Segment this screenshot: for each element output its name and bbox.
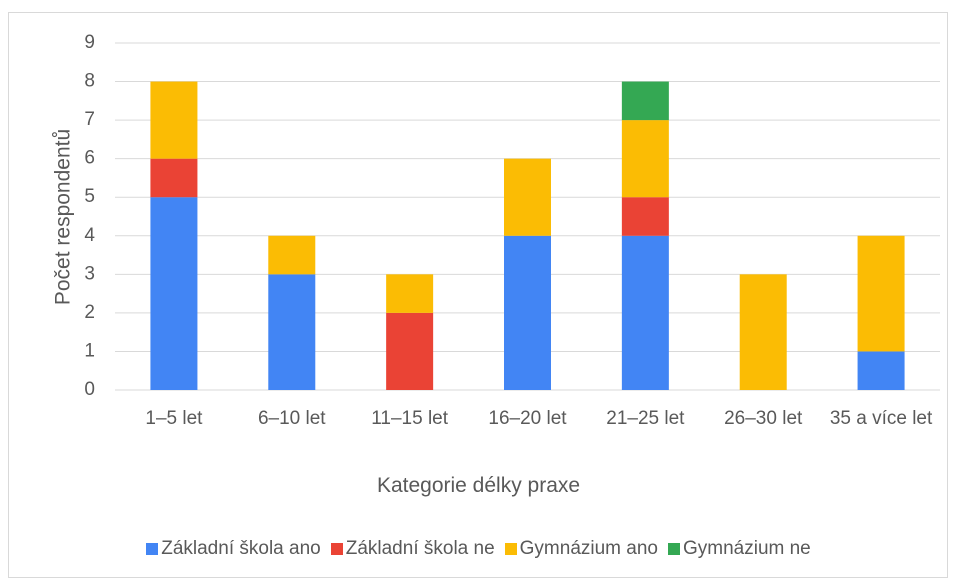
y-tick-label: 6 [84, 148, 95, 169]
bar-segment [504, 235, 551, 390]
bar-segment [621, 120, 669, 198]
bar-segment [386, 312, 434, 390]
y-tick-label: 0 [84, 379, 95, 400]
legend-item: Základní škola ano [146, 538, 321, 560]
legend-swatch [330, 543, 343, 555]
bar-segment [268, 235, 316, 275]
bar-segment [504, 158, 551, 236]
y-tick-label: 1 [84, 340, 95, 361]
legend-item: Gymnázium ne [667, 538, 811, 560]
x-tick-label: 1–5 let [145, 408, 203, 429]
bar-segment [621, 197, 669, 236]
y-axis-title: Počet respondentů [52, 129, 75, 305]
y-tick-label: 9 [84, 32, 95, 53]
legend-swatch [504, 543, 517, 555]
y-tick-label: 8 [84, 71, 95, 92]
bar-segment [268, 274, 316, 390]
bar-segment [150, 81, 198, 159]
x-axis-title: Kategorie délky praxe [376, 474, 581, 497]
legend-item: Základní škola ne [330, 538, 495, 560]
y-tick-label: 7 [84, 109, 95, 130]
legend-item: Gymnázium ano [504, 538, 658, 560]
legend-label: Základní škola ano [161, 538, 321, 559]
legend-label: Gymnázium ne [682, 538, 811, 559]
x-tick-label: 21–25 let [606, 408, 685, 429]
legend-swatch [667, 543, 680, 555]
x-tick-label: 6–10 let [257, 408, 326, 429]
chart-frame [8, 12, 948, 578]
y-tick-label: 4 [84, 225, 95, 246]
y-tick-label: 2 [84, 302, 95, 323]
bar-segment [150, 158, 198, 198]
x-tick-label: 26–30 let [724, 408, 803, 429]
bar-segment [857, 235, 905, 352]
x-tick-label: 11–15 let [371, 408, 449, 429]
y-tick-label: 3 [84, 263, 95, 284]
legend-label: Gymnázium ano [519, 538, 658, 559]
legend: Základní škola ano Základní škola ne Gymná… [0, 538, 957, 560]
bar-segment [621, 81, 669, 121]
bar-segment [621, 235, 669, 390]
y-tick-label: 5 [84, 186, 95, 207]
bar-segment [386, 274, 434, 313]
bar-segment [739, 274, 787, 390]
x-tick-label: 16–20 let [488, 408, 567, 429]
bar-segment [857, 351, 905, 390]
bar-segment [150, 197, 198, 390]
legend-label: Základní škola ne [345, 538, 495, 559]
legend-swatch [146, 543, 159, 555]
x-tick-label: 35 a více let [829, 408, 933, 429]
